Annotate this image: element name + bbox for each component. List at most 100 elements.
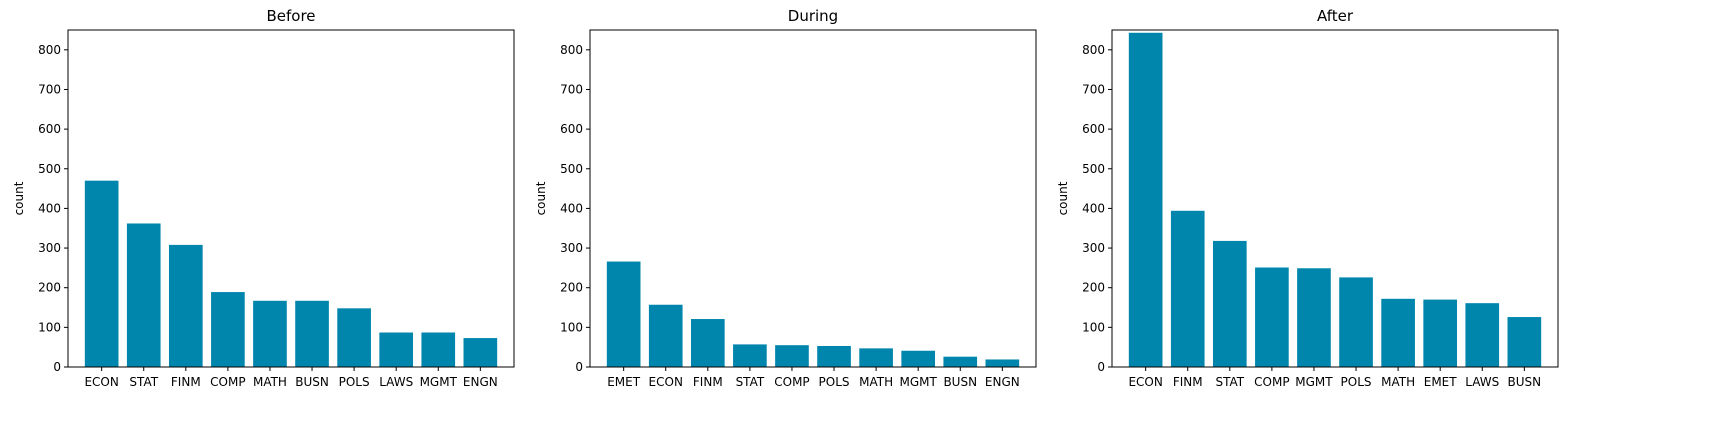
x-tick-label: STAT	[129, 375, 158, 389]
y-axis-label: count	[1056, 181, 1070, 215]
y-tick-label: 800	[560, 43, 583, 57]
x-tick-label: MATH	[859, 375, 893, 389]
x-tick-label: LAWS	[1465, 375, 1499, 389]
chart-title-after: After	[1317, 7, 1354, 25]
chart-after: 0 100 200 300 400 500 600 700 800 ECON FINM STAT COM…	[1056, 7, 1559, 389]
y-tick-label: 500	[38, 162, 61, 176]
y-tick-label: 400	[1082, 201, 1105, 215]
x-tick-label: MGMT	[900, 375, 938, 389]
bar-before-econ	[84, 180, 119, 367]
x-tick-label: BUSN	[943, 375, 977, 389]
axes-frame	[67, 29, 515, 368]
bar-after-comp	[1255, 267, 1289, 367]
chart-before: 0 100 200 300 400 500 600 700 800 ECON STAT FINM COM…	[12, 7, 515, 389]
x-tick-label: FINM	[1173, 375, 1203, 389]
bar-after-busn	[1507, 317, 1542, 367]
y-tick-label: 700	[560, 82, 583, 96]
bar-before-engn	[463, 338, 498, 367]
bar-before-busn	[295, 300, 329, 367]
bar-during-engn	[985, 359, 1020, 367]
x-tick-label: COMP	[210, 375, 245, 389]
y-tick-label: 100	[560, 320, 583, 334]
y-tick-label: 500	[1082, 162, 1105, 176]
x-tick-label: ECON	[649, 375, 683, 389]
x-tick-label: EMET	[1424, 375, 1458, 389]
chart-title-during: During	[788, 7, 838, 25]
bar-during-pols	[817, 345, 851, 367]
y-tick-label: 400	[560, 201, 583, 215]
bar-after-pols	[1339, 277, 1373, 367]
y-tick-label: 200	[560, 281, 583, 295]
axes-frame	[589, 29, 1037, 368]
x-tick-label: FINM	[171, 375, 201, 389]
x-tick-label: POLS	[339, 375, 370, 389]
y-tick-label: 300	[1082, 241, 1105, 255]
bar-after-finm	[1170, 210, 1205, 367]
y-tick-label: 800	[38, 43, 61, 57]
y-tick-label: 300	[38, 241, 61, 255]
x-tick-label: ECON	[1128, 375, 1162, 389]
x-tick-label: MGMT	[1295, 375, 1333, 389]
y-tick-label: 500	[560, 162, 583, 176]
bar-during-emet	[606, 261, 641, 367]
y-tick-label: 200	[1082, 281, 1105, 295]
bar-before-laws	[379, 332, 414, 367]
y-tick-label: 300	[560, 241, 583, 255]
bar-before-finm	[168, 244, 203, 367]
x-tick-label: STAT	[1215, 375, 1244, 389]
bar-after-laws	[1465, 303, 1500, 367]
x-tick-label: BUSN	[295, 375, 329, 389]
y-axis-label: count	[12, 181, 26, 215]
x-tick-label: MGMT	[420, 375, 458, 389]
y-tick-label: 0	[53, 360, 61, 374]
y-tick-label: 0	[575, 360, 583, 374]
y-axis-label: count	[534, 181, 548, 215]
bar-after-econ	[1128, 32, 1163, 367]
bar-after-emet	[1423, 299, 1458, 367]
bar-before-pols	[337, 308, 371, 367]
y-tick-label: 700	[1082, 82, 1105, 96]
bar-after-mgmt	[1297, 268, 1331, 367]
y-tick-label: 200	[38, 281, 61, 295]
bar-during-stat	[733, 344, 767, 367]
x-tick-label: EMET	[607, 375, 641, 389]
bar-during-math	[859, 348, 893, 367]
x-tick-label: POLS	[819, 375, 850, 389]
y-tick-label: 400	[38, 201, 61, 215]
y-tick-label: 100	[1082, 320, 1105, 334]
bar-before-comp	[211, 292, 245, 367]
x-tick-label: STAT	[736, 375, 765, 389]
bar-after-stat	[1212, 240, 1247, 367]
y-tick-label: 700	[38, 82, 61, 96]
y-tick-label: 0	[1097, 360, 1105, 374]
x-tick-label: ENGN	[985, 375, 1020, 389]
x-tick-label: ECON	[84, 375, 118, 389]
x-tick-label: MATH	[1381, 375, 1415, 389]
x-tick-label: FINM	[693, 375, 723, 389]
x-tick-label: COMP	[1254, 375, 1289, 389]
bar-during-busn	[943, 356, 978, 367]
bar-during-finm	[690, 319, 725, 367]
bar-after-math	[1381, 298, 1415, 367]
chart-during: 0 100 200 300 400 500 600 700 800 EMET ECON FINM STA…	[534, 7, 1037, 389]
x-tick-label: ENGN	[463, 375, 498, 389]
x-tick-label: BUSN	[1508, 375, 1542, 389]
x-tick-label: COMP	[774, 375, 809, 389]
y-tick-label: 600	[38, 122, 61, 136]
y-tick-label: 600	[560, 122, 583, 136]
bar-during-econ	[648, 304, 683, 367]
y-tick-label: 800	[1082, 43, 1105, 57]
bar-during-mgmt	[901, 350, 936, 367]
chart-title-before: Before	[266, 7, 315, 25]
bar-before-stat	[126, 223, 161, 367]
y-tick-label: 600	[1082, 122, 1105, 136]
x-tick-label: POLS	[1341, 375, 1372, 389]
y-tick-label: 100	[38, 320, 61, 334]
bar-during-comp	[775, 345, 809, 367]
axes-frame	[1111, 29, 1559, 368]
bar-before-mgmt	[421, 332, 456, 367]
x-tick-label: LAWS	[379, 375, 413, 389]
bar-before-math	[253, 300, 287, 367]
x-tick-label: MATH	[253, 375, 287, 389]
